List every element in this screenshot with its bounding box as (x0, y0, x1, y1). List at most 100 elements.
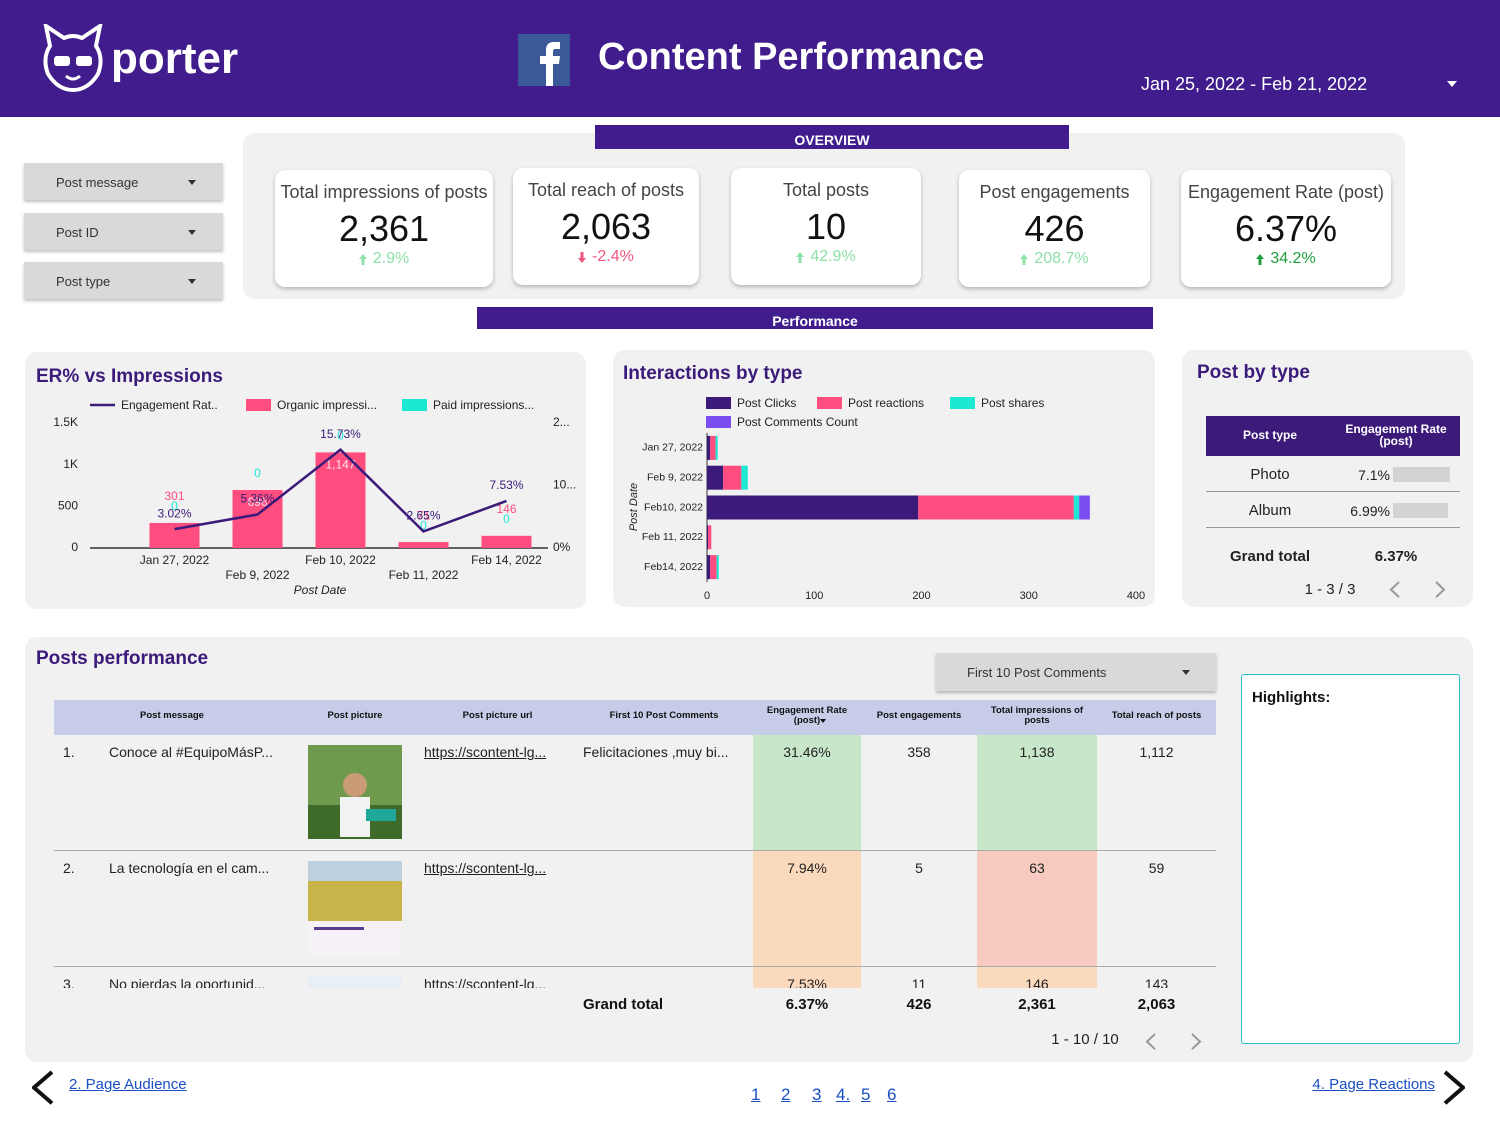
table-title: Post by type (1197, 362, 1310, 383)
cell: 1,138 (1019, 744, 1055, 760)
cell: 7.53% (787, 976, 827, 988)
kpi-change-value: 34.2% (1270, 250, 1316, 267)
kpi-card: Total posts 10 42.9% (731, 168, 921, 285)
column-header: Total reach of posts (1111, 710, 1202, 721)
cell-highlight (753, 851, 861, 966)
kpi-change: 208.7% (959, 250, 1150, 268)
next-page[interactable] (1190, 1032, 1202, 1051)
table-row: 2. La tecnología en el cam... https://scon… (54, 851, 1216, 967)
kpi-value: 6.37% (1234, 208, 1338, 249)
grand-total-value: 6.37% (785, 996, 829, 1013)
grand-total-value: 2,063 (1137, 996, 1176, 1013)
trend-arrow (796, 251, 805, 263)
filter-label: Post ID (56, 224, 99, 240)
kpi-change-value: -2.4% (592, 248, 634, 265)
kpi-change-value: 2.9% (372, 250, 410, 267)
kpi-change-value: 208.7% (1034, 250, 1089, 267)
table-header (1206, 416, 1460, 456)
page-link[interactable]: 4. (836, 1085, 851, 1104)
header-bar (0, 0, 1500, 117)
cell-link[interactable]: https://scontent-lg... (424, 744, 547, 760)
sort-arrow (820, 719, 826, 723)
kpi-label: Engagement Rate (post) (1187, 182, 1385, 202)
grand-total-value: 6.37% (1374, 548, 1418, 565)
page-title: Content Performance (598, 36, 985, 78)
cell: 143 (1144, 976, 1169, 988)
grand-total-value: 2,361 (1018, 996, 1056, 1013)
kpi-change: 34.2% (1181, 250, 1391, 268)
date-dropdown-arrow[interactable] (1447, 81, 1457, 87)
row-index: 2. (63, 860, 75, 876)
nav-link[interactable]: 4. Page Reactions (1312, 1076, 1435, 1093)
post-picture (308, 745, 402, 839)
column-header: First 10 Post Comments (609, 710, 719, 721)
cell-highlight (753, 967, 861, 988)
page-link[interactable]: 6 (887, 1085, 897, 1104)
table-row: 1. Conoce al #EquipoMásP... https://sconte… (54, 735, 1216, 851)
row-index: 3. (63, 976, 75, 988)
grand-total-label: Grand total (583, 996, 664, 1013)
kpi-card: Total reach of posts 2,063 -2.4% (513, 168, 699, 285)
date-range[interactable]: Jan 25, 2022 - Feb 21, 2022 (1141, 74, 1368, 94)
kpi-card: Engagement Rate (post) 6.37% 34.2% (1181, 170, 1391, 287)
cell: 7.1% (1358, 467, 1390, 483)
trend-arrow (578, 251, 587, 263)
page-link[interactable]: 5 (861, 1085, 871, 1104)
kpi-label: Total posts (782, 180, 870, 200)
kpi-change: 2.9% (275, 250, 493, 268)
kpi-value: 426 (1024, 208, 1085, 249)
page-link[interactable]: 1 (751, 1085, 761, 1104)
trend-arrow (1256, 253, 1265, 265)
column-header: Post engagements (876, 710, 962, 721)
cell: 358 (907, 744, 931, 760)
page-link[interactable]: 2 (781, 1085, 791, 1104)
cell: La tecnología en el cam... (109, 860, 270, 876)
cell: Felicitaciones ,muy bi... (583, 744, 729, 760)
cell-link[interactable]: https://scontent-lg... (424, 976, 547, 988)
cell: 59 (1148, 860, 1165, 876)
cell-highlight (977, 735, 1097, 850)
trend-arrow (358, 253, 367, 265)
filter-dropdown[interactable]: Post ID (24, 212, 223, 250)
post-picture (308, 977, 402, 988)
table-title: Posts performance (36, 648, 209, 669)
chart-panel (25, 352, 586, 609)
dropdown-label[interactable]: First 10 Post Comments (967, 665, 1107, 680)
dropdown-arrow[interactable] (188, 229, 196, 235)
next-page-arrow[interactable] (1443, 1070, 1465, 1105)
dropdown-arrow[interactable] (188, 180, 196, 185)
cell: 63 (1029, 860, 1045, 876)
post-picture (308, 861, 402, 955)
row-divider (1206, 527, 1460, 528)
kpi-value: 2,063 (560, 206, 652, 247)
cell: No pierdas la oportunid... (109, 976, 266, 988)
brand-name: porter (111, 34, 239, 83)
prev-page-arrow[interactable] (32, 1070, 54, 1105)
pagination: 1 - 10 / 10 (1051, 1031, 1119, 1048)
prev-page[interactable] (1389, 580, 1401, 599)
cell-bar (1393, 503, 1448, 518)
column-header: Post message (140, 710, 204, 721)
column-header: Post picture url (462, 710, 533, 721)
cell-link[interactable]: https://scontent-lg... (424, 860, 547, 876)
page-link[interactable]: 3 (812, 1085, 822, 1104)
brand-logo (43, 24, 103, 93)
table-row: 3. No pierdas la oportunid... https://scon… (54, 967, 1216, 988)
next-page[interactable] (1434, 580, 1446, 599)
kpi-value: 2,361 (338, 208, 430, 249)
dropdown-arrow[interactable] (188, 279, 196, 284)
dropdown-arrow[interactable] (1182, 670, 1190, 675)
nav-link[interactable]: 2. Page Audience (69, 1076, 187, 1093)
cell: 31.46% (783, 744, 831, 760)
column-header: Engagement Rate (post) (766, 705, 848, 726)
dropdown[interactable] (936, 653, 1216, 691)
trend-arrow (1020, 253, 1029, 265)
cell: 5 (915, 860, 923, 876)
cell: 146 (1025, 976, 1049, 988)
row-index: 1. (63, 744, 75, 760)
kpi-label: Total reach of posts (527, 180, 685, 200)
cell: Album (1248, 502, 1292, 519)
prev-page[interactable] (1145, 1032, 1157, 1051)
kpi-change: 42.9% (731, 248, 921, 266)
kpi-value: 10 (805, 206, 847, 247)
